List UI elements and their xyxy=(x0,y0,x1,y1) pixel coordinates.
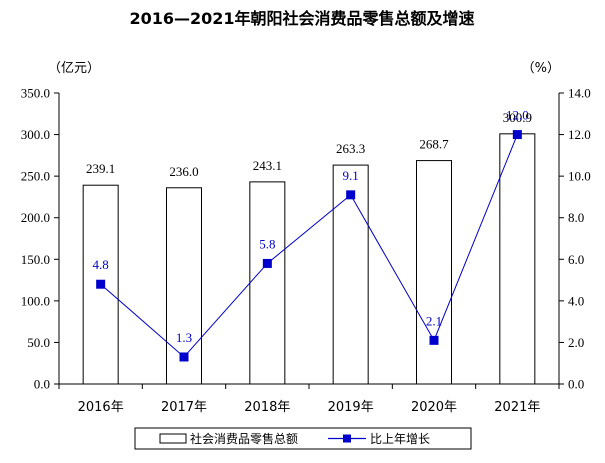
x-tick-label: 2017年 xyxy=(161,400,207,415)
right-tick-label: 12.0 xyxy=(568,127,591,142)
bar xyxy=(416,160,452,385)
x-tick-label: 2016年 xyxy=(78,400,124,415)
x-tick-label: 2021年 xyxy=(494,400,540,415)
left-tick-label: 0.0 xyxy=(34,377,50,392)
legend-line-label: 比上年增长 xyxy=(370,432,430,446)
line-point xyxy=(346,190,356,200)
left-axis-unit: （亿元） xyxy=(48,61,100,76)
line-value-label: 9.1 xyxy=(343,168,359,183)
right-tick-label: 4.0 xyxy=(568,293,584,308)
right-tick-label: 0.0 xyxy=(568,377,584,392)
left-tick-label: 200.0 xyxy=(21,210,50,225)
growth-line xyxy=(100,134,518,358)
left-tick-label: 150.0 xyxy=(21,252,50,267)
line-value-label: 1.3 xyxy=(176,330,192,345)
left-tick-label: 100.0 xyxy=(21,293,50,308)
left-tick-label: 350.0 xyxy=(21,86,50,101)
bar-value-label: 243.1 xyxy=(253,158,282,173)
bar xyxy=(332,164,369,385)
bar-value-label: 263.3 xyxy=(336,141,365,156)
x-tick-label: 2018年 xyxy=(244,400,290,415)
right-tick-label: 14.0 xyxy=(568,86,591,101)
left-tick-label: 50.0 xyxy=(27,335,50,350)
legend-bar-label: 社会消费品零售总额 xyxy=(190,431,298,446)
legend-bar-swatch xyxy=(159,433,187,444)
x-tick-label: 2019年 xyxy=(328,400,374,415)
line-point xyxy=(96,279,106,289)
chart-title: 2016—2021年朝阳社会消费品零售总额及增速 xyxy=(129,9,474,28)
bar-value-label: 268.7 xyxy=(419,137,449,152)
bar-value-label: 236.0 xyxy=(169,164,198,179)
right-tick-label: 10.0 xyxy=(568,169,591,184)
line-value-label: 12.0 xyxy=(506,108,529,123)
x-tick-label: 2020年 xyxy=(411,400,457,415)
legend-box xyxy=(134,427,472,450)
bar xyxy=(166,187,202,385)
plot-area: 0.0 50.0 100.0 150.0 200.0 250.0 300.0 350.0 0.0… xyxy=(21,86,591,416)
line-point xyxy=(179,352,189,362)
legend: 社会消费品零售总额 比上年增长 xyxy=(134,427,472,450)
line-value-label: 2.1 xyxy=(426,313,442,328)
line-point xyxy=(512,130,522,140)
right-tick-label: 2.0 xyxy=(568,335,584,350)
line-value-label: 5.8 xyxy=(259,236,275,251)
legend-line-marker xyxy=(343,434,351,443)
bar-value-label: 239.1 xyxy=(86,161,115,176)
line-point xyxy=(262,258,272,268)
line-point xyxy=(429,335,439,345)
right-tick-label: 8.0 xyxy=(568,210,584,225)
bar-value-label: 300.9 xyxy=(503,110,532,125)
right-tick-label: 6.0 xyxy=(568,252,584,267)
bar xyxy=(249,181,286,385)
left-tick-label: 300.0 xyxy=(21,127,50,142)
bar xyxy=(499,133,536,385)
line-value-label: 4.8 xyxy=(93,257,109,272)
right-axis-unit: （%） xyxy=(522,61,560,76)
left-tick-label: 250.0 xyxy=(21,169,50,184)
